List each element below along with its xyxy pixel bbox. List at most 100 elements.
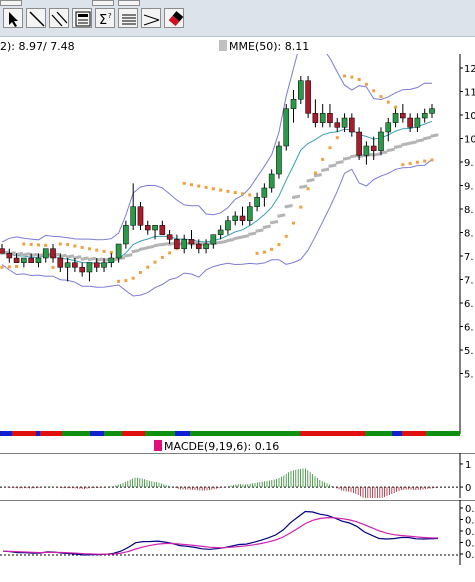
sar-dot: [189, 183, 193, 187]
line-tool-button[interactable]: [26, 8, 46, 28]
sar-dot: [160, 255, 164, 259]
candle-body: [72, 262, 78, 268]
mme-long-dot: [250, 232, 254, 236]
horizontal-lines-tool-button[interactable]: [118, 8, 138, 28]
sar-dot: [357, 78, 361, 82]
trend-bar-segment: [365, 431, 392, 436]
price-tick-label: 5.: [464, 370, 474, 381]
sar-dot: [248, 193, 252, 197]
mme-long-dot: [32, 253, 36, 257]
sar-dot: [80, 245, 84, 249]
top-partial-button-3[interactable]: [118, 0, 140, 6]
sar-dot: [343, 74, 347, 78]
candle-body: [42, 248, 49, 259]
mme-long-dot: [248, 232, 252, 236]
mme-long-dot: [231, 238, 235, 242]
trend-bar-segment: [145, 431, 175, 436]
sar-dot: [262, 250, 266, 254]
sar-dot: [168, 251, 172, 255]
mme-long-dot: [170, 242, 174, 246]
mme-long-dot: [141, 247, 145, 251]
mme-long-dot: [355, 154, 359, 158]
top-partial-button-2[interactable]: [92, 0, 114, 6]
candle-body: [334, 122, 341, 128]
mme-long-dot: [226, 239, 230, 243]
trend-bar-segment: [104, 431, 122, 436]
mme-long-dot: [403, 142, 407, 146]
sar-dot: [277, 243, 281, 247]
parallel-lines-tool-button[interactable]: [49, 8, 69, 28]
price-tick-label: 5.: [464, 346, 474, 357]
sar-dot: [415, 160, 419, 164]
mme-long-dot: [340, 160, 344, 164]
mme-long-dot: [66, 255, 70, 259]
price-tick-label: 8.: [464, 229, 474, 240]
price-tick-label: 6.: [464, 299, 474, 310]
signal-line: [2, 516, 439, 555]
price-chart[interactable]: 12 11 10 10 9. 9. 8. 8. 7. 7. 6. 6. 5. 5.: [0, 54, 475, 434]
candle-body: [385, 122, 392, 133]
mme-long-dot: [216, 241, 220, 245]
mme-long-dot: [12, 251, 16, 255]
mme-long-dot: [221, 240, 225, 244]
mme-long-dot: [255, 229, 259, 233]
macd-color-swatch: [154, 440, 162, 451]
pointer-tool-button[interactable]: [3, 8, 23, 28]
candle-body: [50, 248, 56, 259]
sar-dot: [292, 221, 296, 225]
mme-long-dot: [233, 236, 237, 240]
macd-lines-chart[interactable]: 0.0.0.0.0.: [0, 500, 475, 565]
candle-body: [392, 113, 399, 123]
trend-bar-segment: [426, 431, 460, 436]
candle-body: [152, 225, 158, 231]
mme-long-dot: [163, 242, 167, 246]
mme-long-dot: [321, 168, 325, 172]
sar-dot: [328, 146, 332, 150]
mme-long-dot: [104, 258, 108, 262]
eraser-tool-button[interactable]: [164, 8, 184, 28]
sar-dot: [87, 247, 91, 251]
fibonacci-tool-button[interactable]: Σ?: [95, 8, 115, 28]
mme-long-dot: [420, 138, 424, 142]
fan-tool-button[interactable]: [141, 8, 161, 28]
lines-tick-label: 0.: [465, 504, 475, 515]
mme-long-dot: [333, 163, 337, 167]
trend-bar-segment: [0, 431, 12, 436]
candle-body: [57, 257, 64, 268]
price-tick-label: 12: [464, 64, 475, 75]
mme-long-dot: [347, 156, 351, 160]
mme-long-dot: [328, 164, 332, 168]
sar-dot: [401, 163, 405, 167]
candle-body: [298, 80, 304, 100]
candle-body: [239, 215, 246, 221]
mme-long-dot: [168, 242, 172, 246]
sar-dot: [313, 171, 317, 175]
mme-long-dot: [224, 240, 228, 244]
sar-dot: [306, 187, 310, 191]
text-tool-button[interactable]: [72, 8, 92, 28]
price-tick-label: 9.: [464, 182, 474, 193]
price-tick-label: 10: [464, 111, 475, 122]
macd-histogram-chart[interactable]: 10: [0, 453, 475, 498]
mme-long-dot: [292, 195, 296, 199]
sar-dot: [153, 260, 157, 264]
macd-value: 0.16: [254, 440, 280, 453]
mme-long-dot: [85, 256, 89, 260]
mme-long-dot: [70, 254, 74, 258]
price-range-readout: 2): 8.97/ 7.48: [0, 40, 75, 53]
mme-long-dot: [245, 234, 249, 238]
mme-long-dot: [415, 139, 419, 143]
mme-long-dot: [352, 154, 356, 158]
mme-long-dot: [165, 242, 169, 246]
mme-long-dot: [277, 214, 281, 218]
mme-long-dot: [428, 136, 432, 140]
sar-dot: [117, 279, 121, 283]
sar-dot: [379, 95, 383, 99]
candle-body: [21, 257, 27, 263]
mme-long-dot: [19, 252, 23, 256]
mme-long-dot: [318, 173, 322, 177]
sar-dot: [219, 188, 223, 192]
top-partial-button-1[interactable]: [0, 0, 22, 6]
price-tick-label: 11: [464, 88, 475, 99]
candle-body: [123, 225, 129, 245]
